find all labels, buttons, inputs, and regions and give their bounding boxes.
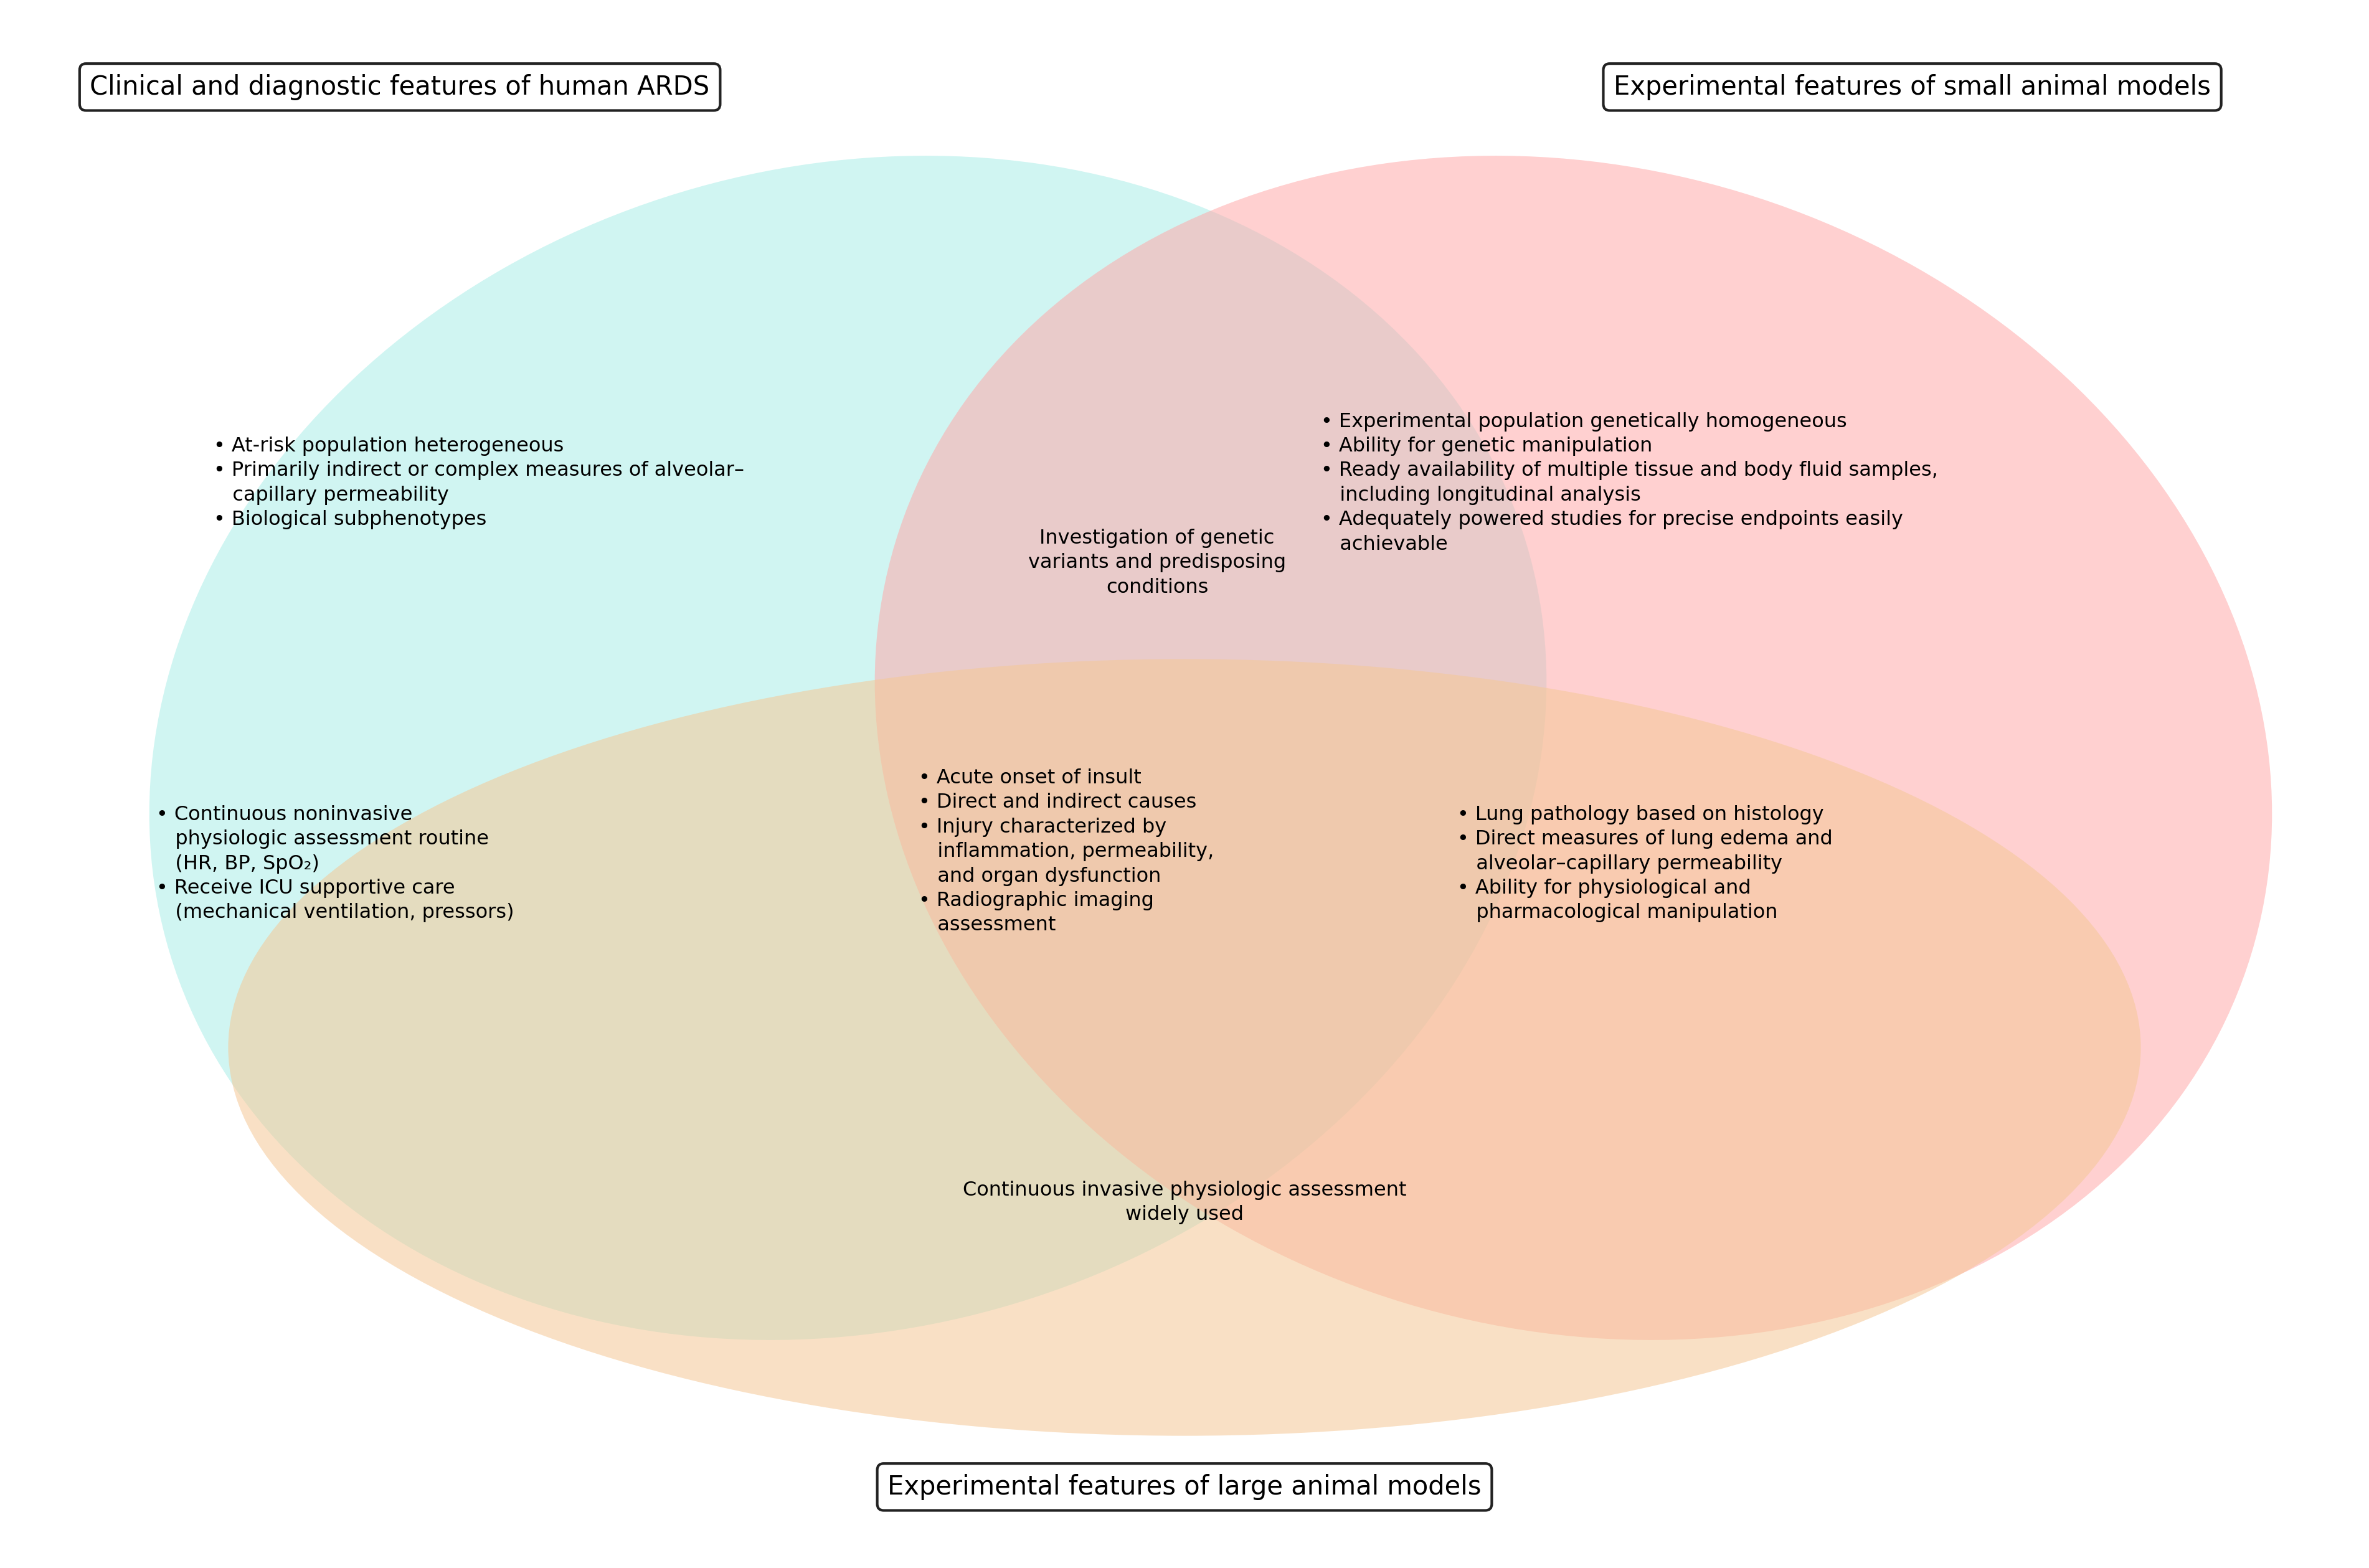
Text: Experimental features of large animal models: Experimental features of large animal mo… <box>888 1474 1481 1501</box>
Text: Clinical and diagnostic features of human ARDS: Clinical and diagnostic features of huma… <box>90 74 711 100</box>
Ellipse shape <box>149 155 1547 1341</box>
Text: • Acute onset of insult
• Direct and indirect causes
• Injury characterized by
 : • Acute onset of insult • Direct and ind… <box>919 768 1213 935</box>
Text: • Continuous noninvasive
   physiologic assessment routine
   (HR, BP, SpO₂)
• R: • Continuous noninvasive physiologic ass… <box>156 804 514 922</box>
Text: Continuous invasive physiologic assessment
widely used: Continuous invasive physiologic assessme… <box>962 1181 1407 1225</box>
Text: • Experimental population genetically homogeneous
• Ability for genetic manipula: • Experimental population genetically ho… <box>1322 412 1938 554</box>
Text: Experimental features of small animal models: Experimental features of small animal mo… <box>1613 74 2210 100</box>
Ellipse shape <box>874 155 2272 1341</box>
Text: • At-risk population heterogeneous
• Primarily indirect or complex measures of a: • At-risk population heterogeneous • Pri… <box>213 436 744 530</box>
Ellipse shape <box>227 659 2142 1436</box>
Text: Investigation of genetic
variants and predisposing
conditions: Investigation of genetic variants and pr… <box>1028 528 1286 597</box>
Text: • Lung pathology based on histology
• Direct measures of lung edema and
   alveo: • Lung pathology based on histology • Di… <box>1457 804 1834 922</box>
